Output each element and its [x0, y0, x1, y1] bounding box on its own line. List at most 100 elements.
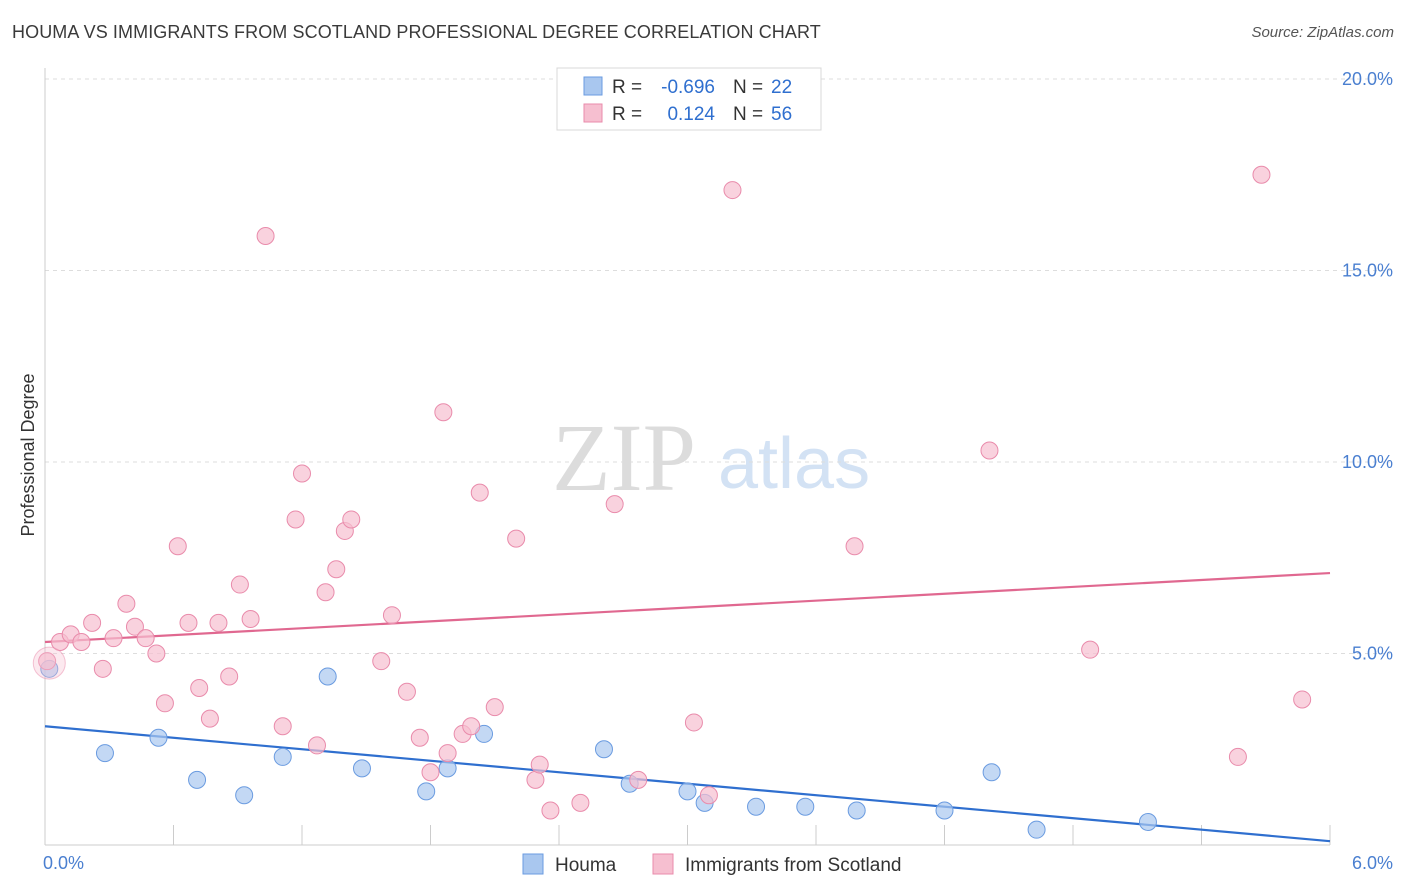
- point-scotland-28: [342, 510, 361, 529]
- point-houma-2: [149, 728, 168, 747]
- point-scotland-0: [38, 652, 57, 671]
- point-houma-5: [273, 747, 292, 766]
- stats-r-label-0: R =: [612, 77, 642, 98]
- point-scotland-42: [530, 755, 549, 774]
- point-scotland-14: [190, 678, 209, 697]
- point-houma-19: [982, 763, 1001, 782]
- point-scotland-43: [541, 801, 560, 820]
- y-tick-label-2: 15.0%: [1342, 261, 1393, 281]
- x-tick-label-end: 6.0%: [1352, 853, 1393, 873]
- trend-line-scotland: [44, 571, 1331, 644]
- point-scotland-31: [397, 682, 416, 701]
- stats-n-label-1: N =: [733, 104, 763, 125]
- point-scotland-30: [382, 606, 401, 625]
- point-scotland-37: [462, 717, 481, 736]
- point-scotland-9: [136, 629, 155, 648]
- point-scotland-8: [125, 617, 144, 636]
- point-scotland-34: [434, 403, 453, 422]
- point-scotland-55: [1293, 690, 1312, 709]
- watermark-atlas: atlas: [718, 424, 870, 504]
- point-scotland-26: [327, 560, 346, 579]
- point-scotland-40: [507, 529, 526, 548]
- point-scotland-12: [168, 537, 187, 556]
- point-scotland-53: [1228, 747, 1247, 766]
- point-scotland-3: [72, 633, 91, 652]
- point-scotland-4: [83, 613, 102, 632]
- point-houma-6: [318, 667, 337, 686]
- point-scotland-47: [684, 713, 703, 732]
- point-houma-13: [678, 782, 697, 801]
- point-scotland-21: [273, 717, 292, 736]
- point-houma-4: [235, 786, 254, 805]
- legend-swatch-scotland: [652, 853, 674, 875]
- watermark: ZIP atlas: [552, 404, 870, 511]
- point-scotland-18: [230, 575, 249, 594]
- point-scotland-15: [200, 709, 219, 728]
- point-scotland-41: [526, 770, 545, 789]
- point-scotland-45: [605, 495, 624, 514]
- point-scotland-11: [155, 694, 174, 713]
- stats-swatch-0: [583, 76, 603, 96]
- y-axis-label: Professional Degree: [18, 373, 38, 536]
- stats-n-value-0: 22: [771, 77, 792, 98]
- point-scotland-33: [421, 763, 440, 782]
- point-scotland-20: [256, 227, 275, 246]
- point-houma-1: [95, 744, 114, 763]
- point-houma-7: [352, 759, 371, 778]
- point-scotland-50: [845, 537, 864, 556]
- point-houma-16: [796, 797, 815, 816]
- point-scotland-51: [980, 441, 999, 460]
- point-scotland-25: [316, 583, 335, 602]
- point-houma-18: [935, 801, 954, 820]
- point-cluster-origin: [32, 646, 66, 680]
- point-houma-17: [847, 801, 866, 820]
- legend-label-houma: Houma: [555, 855, 617, 876]
- point-scotland-17: [220, 667, 239, 686]
- legend-swatch-houma: [522, 853, 544, 875]
- point-houma-15: [747, 797, 766, 816]
- watermark-zip: ZIP: [552, 404, 696, 511]
- point-houma-3: [188, 770, 207, 789]
- point-scotland-10: [147, 644, 166, 663]
- point-houma-8: [417, 782, 436, 801]
- y-tick-label-0: 5.0%: [1352, 644, 1393, 664]
- stats-n-value-1: 56: [771, 104, 792, 125]
- x-tick-label-start: 0.0%: [43, 853, 84, 873]
- point-scotland-39: [485, 698, 504, 717]
- point-scotland-22: [286, 510, 305, 529]
- point-scotland-29: [372, 652, 391, 671]
- series-legend: Houma Immigrants from Scotland: [522, 853, 901, 876]
- point-houma-20: [1027, 820, 1046, 839]
- point-scotland-13: [179, 613, 198, 632]
- legend-label-scotland: Immigrants from Scotland: [685, 855, 901, 876]
- point-scotland-23: [293, 464, 311, 483]
- point-scotland-32: [410, 728, 429, 747]
- point-scotland-16: [209, 613, 228, 632]
- stats-r-value-0: -0.696: [661, 77, 715, 98]
- point-scotland-49: [723, 181, 742, 200]
- point-scotland-5: [93, 659, 112, 678]
- point-houma-11: [594, 740, 613, 759]
- point-scotland-52: [1081, 640, 1100, 659]
- point-scotland-24: [307, 736, 326, 755]
- stats-legend: R = -0.696 N = 22 R = 0.124 N = 56: [556, 67, 822, 131]
- point-scotland-7: [117, 594, 136, 613]
- point-scotland-35: [438, 744, 457, 763]
- point-scotland-54: [1252, 165, 1271, 184]
- point-scotland-44: [571, 793, 590, 812]
- stats-swatch-1: [583, 103, 603, 123]
- stats-r-value-1: 0.124: [667, 104, 715, 125]
- y-tick-label-1: 10.0%: [1342, 452, 1393, 472]
- point-houma-9: [438, 759, 457, 778]
- axes: [44, 68, 1331, 846]
- chart-title: HOUMA VS IMMIGRANTS FROM SCOTLAND PROFES…: [12, 22, 821, 42]
- point-scotland-46: [629, 770, 648, 789]
- point-houma-21: [1138, 813, 1157, 832]
- point-scotland-6: [104, 629, 123, 648]
- source-credit: Source: ZipAtlas.com: [1251, 24, 1394, 41]
- data-points: [32, 165, 1312, 839]
- point-scotland-19: [241, 610, 260, 629]
- y-tick-label-3: 20.0%: [1342, 69, 1393, 89]
- tick-labels: 5.0% 10.0% 15.0% 20.0% 0.0% 6.0%: [43, 69, 1393, 873]
